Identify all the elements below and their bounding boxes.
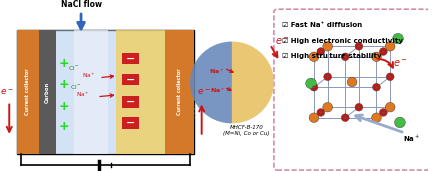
Text: −: − [126, 54, 135, 64]
Circle shape [357, 106, 360, 109]
Bar [122, 53, 139, 64]
Text: Cl$^-$: Cl$^-$ [70, 83, 81, 91]
Circle shape [306, 78, 317, 89]
Circle shape [323, 42, 333, 51]
Text: $e^-$: $e^-$ [0, 87, 14, 97]
Text: +: + [58, 120, 69, 133]
Circle shape [372, 52, 381, 62]
Bar [17, 30, 39, 154]
Text: Na$^+$: Na$^+$ [76, 90, 90, 99]
Bar [74, 30, 108, 154]
Circle shape [385, 42, 395, 51]
Circle shape [320, 50, 322, 53]
Text: ☑ Fast Na⁺ diffusion: ☑ Fast Na⁺ diffusion [282, 22, 362, 28]
Text: Carbon: Carbon [45, 81, 50, 103]
Text: −: − [126, 97, 135, 107]
Circle shape [355, 43, 363, 50]
Circle shape [326, 75, 329, 78]
Text: Na$^+$: Na$^+$ [209, 67, 224, 76]
Bar [165, 30, 194, 154]
Circle shape [375, 86, 378, 89]
Text: Na$^+$: Na$^+$ [210, 86, 226, 95]
Wedge shape [190, 42, 232, 123]
Text: $e^-$: $e^-$ [393, 58, 407, 69]
Circle shape [310, 83, 318, 91]
Text: $e^-$: $e^-$ [197, 87, 210, 97]
Text: +: + [58, 100, 69, 113]
Bar [122, 96, 139, 108]
Circle shape [357, 45, 360, 48]
Circle shape [389, 75, 391, 78]
Circle shape [379, 109, 387, 116]
Text: $e^-$: $e^-$ [275, 36, 290, 47]
Bar [116, 30, 165, 154]
Circle shape [344, 116, 347, 119]
Wedge shape [232, 42, 274, 123]
Circle shape [317, 48, 325, 55]
Circle shape [309, 52, 319, 62]
Circle shape [372, 113, 381, 122]
Circle shape [382, 50, 385, 53]
Bar [122, 117, 139, 129]
Text: Na$^+$: Na$^+$ [81, 71, 95, 80]
Bar [122, 74, 139, 85]
Text: Current collector: Current collector [25, 69, 30, 115]
Circle shape [372, 83, 381, 91]
Circle shape [320, 111, 322, 114]
Circle shape [324, 73, 332, 81]
Circle shape [313, 86, 316, 89]
Circle shape [323, 102, 333, 112]
Bar [39, 30, 56, 154]
Bar [17, 30, 194, 154]
Circle shape [347, 77, 357, 87]
Circle shape [385, 102, 395, 112]
Circle shape [344, 55, 347, 58]
Circle shape [341, 114, 349, 122]
FancyBboxPatch shape [274, 9, 429, 170]
Circle shape [393, 34, 404, 44]
Text: Cl$^-$: Cl$^-$ [68, 64, 79, 72]
Text: NaCl flow: NaCl flow [61, 0, 102, 9]
Circle shape [379, 48, 387, 55]
Text: −: − [126, 118, 135, 128]
Text: ☑ High stru ture stability: ☑ High stru ture stability [282, 53, 381, 59]
Circle shape [309, 113, 319, 122]
Text: +: + [58, 57, 69, 70]
Text: Current collector: Current collector [177, 69, 182, 115]
Circle shape [382, 111, 385, 114]
Circle shape [386, 73, 394, 81]
Bar [56, 30, 116, 154]
Text: Na$^+$: Na$^+$ [403, 134, 420, 144]
Text: +: + [58, 78, 69, 91]
Circle shape [317, 109, 325, 116]
Circle shape [355, 103, 363, 111]
Circle shape [341, 53, 349, 61]
Text: MHCF-B-170
(M=Ni, Co or Cu): MHCF-B-170 (M=Ni, Co or Cu) [223, 125, 270, 136]
Text: −: − [126, 75, 135, 85]
Text: ☑ High electronic conductivity: ☑ High electronic conductivity [282, 38, 403, 44]
Circle shape [394, 117, 405, 128]
